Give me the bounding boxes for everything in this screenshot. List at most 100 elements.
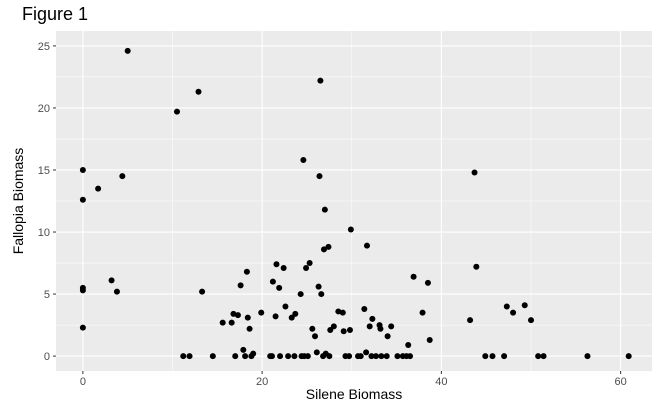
data-points [79, 47, 632, 360]
data-point [285, 353, 292, 360]
data-point [318, 291, 325, 298]
x-tick-label: 40 [435, 376, 447, 388]
data-point [258, 309, 265, 316]
data-point [243, 268, 250, 275]
data-point [405, 341, 412, 348]
data-point [363, 242, 370, 249]
data-point [510, 309, 517, 316]
data-point [394, 353, 401, 360]
data-point [625, 353, 632, 360]
y-axis-title: Fallopia Biomass [10, 148, 26, 255]
data-point [124, 47, 131, 54]
data-point [313, 349, 320, 356]
data-point [304, 353, 311, 360]
data-point [292, 310, 299, 317]
data-point [357, 353, 364, 360]
data-point [246, 325, 253, 332]
data-point [291, 353, 298, 360]
data-point [330, 323, 337, 330]
data-point [372, 353, 379, 360]
data-point [467, 317, 474, 324]
data-point [272, 313, 279, 320]
data-point [503, 303, 510, 310]
data-point [473, 263, 480, 270]
data-point [339, 309, 346, 316]
data-point [340, 328, 347, 335]
data-point [363, 349, 370, 356]
y-axis-ticks: 0 5 10 15 20 25 [38, 41, 56, 363]
data-point [489, 353, 496, 360]
data-point [501, 353, 508, 360]
data-point [378, 353, 385, 360]
x-tick-label: 60 [615, 376, 627, 388]
data-point [521, 302, 528, 309]
x-tick-label: 0 [80, 376, 86, 388]
data-point [240, 346, 247, 353]
data-point [173, 108, 180, 115]
minor-gridlines [56, 31, 652, 371]
figure-title: Figure 1 [22, 4, 89, 24]
data-point [327, 327, 334, 334]
data-point [320, 246, 327, 253]
data-point [383, 353, 390, 360]
data-point [312, 333, 319, 340]
data-point [321, 206, 328, 213]
x-axis-title: Silene Biomass [306, 386, 403, 402]
data-point [79, 287, 86, 294]
data-point [325, 243, 332, 250]
data-point [199, 288, 206, 295]
data-point [410, 273, 417, 280]
data-point [361, 305, 368, 312]
y-tick-label: 25 [38, 41, 50, 53]
data-point [79, 324, 86, 331]
data-point [297, 291, 304, 298]
y-tick-label: 20 [38, 103, 50, 115]
data-point [471, 169, 478, 176]
data-point [377, 325, 384, 332]
data-point [326, 353, 333, 360]
data-point [244, 314, 251, 321]
data-point [242, 353, 249, 360]
x-axis-ticks: 0 20 40 60 [80, 371, 627, 388]
data-point [346, 353, 353, 360]
data-point [273, 261, 280, 268]
data-point [419, 309, 426, 316]
data-point [250, 350, 257, 357]
data-point [366, 323, 373, 330]
data-point [426, 336, 433, 343]
data-point [219, 319, 226, 326]
data-point [209, 353, 216, 360]
x-tick-label: 20 [256, 376, 268, 388]
data-point [584, 353, 591, 360]
data-point [535, 353, 542, 360]
data-point [195, 88, 202, 95]
data-point [482, 353, 489, 360]
data-point [424, 279, 431, 286]
data-point [368, 353, 375, 360]
data-point [79, 196, 86, 203]
data-point [288, 314, 295, 321]
data-point [79, 166, 86, 173]
data-point [108, 277, 115, 284]
data-point [347, 226, 354, 233]
major-gridlines [56, 31, 652, 371]
y-tick-label: 5 [44, 289, 50, 301]
data-point [280, 265, 287, 272]
y-tick-label: 0 [44, 351, 50, 363]
data-point [317, 77, 324, 84]
data-point [306, 260, 313, 267]
data-point [384, 333, 391, 340]
y-tick-label: 10 [38, 227, 50, 239]
y-tick-label: 15 [38, 165, 50, 177]
data-point [234, 312, 241, 319]
data-point [528, 317, 535, 324]
data-point [316, 173, 323, 180]
data-point [232, 353, 239, 360]
data-point [237, 282, 244, 289]
data-point [268, 353, 275, 360]
data-point [309, 325, 316, 332]
data-point [277, 353, 284, 360]
data-point [300, 157, 307, 164]
data-point [369, 315, 376, 322]
